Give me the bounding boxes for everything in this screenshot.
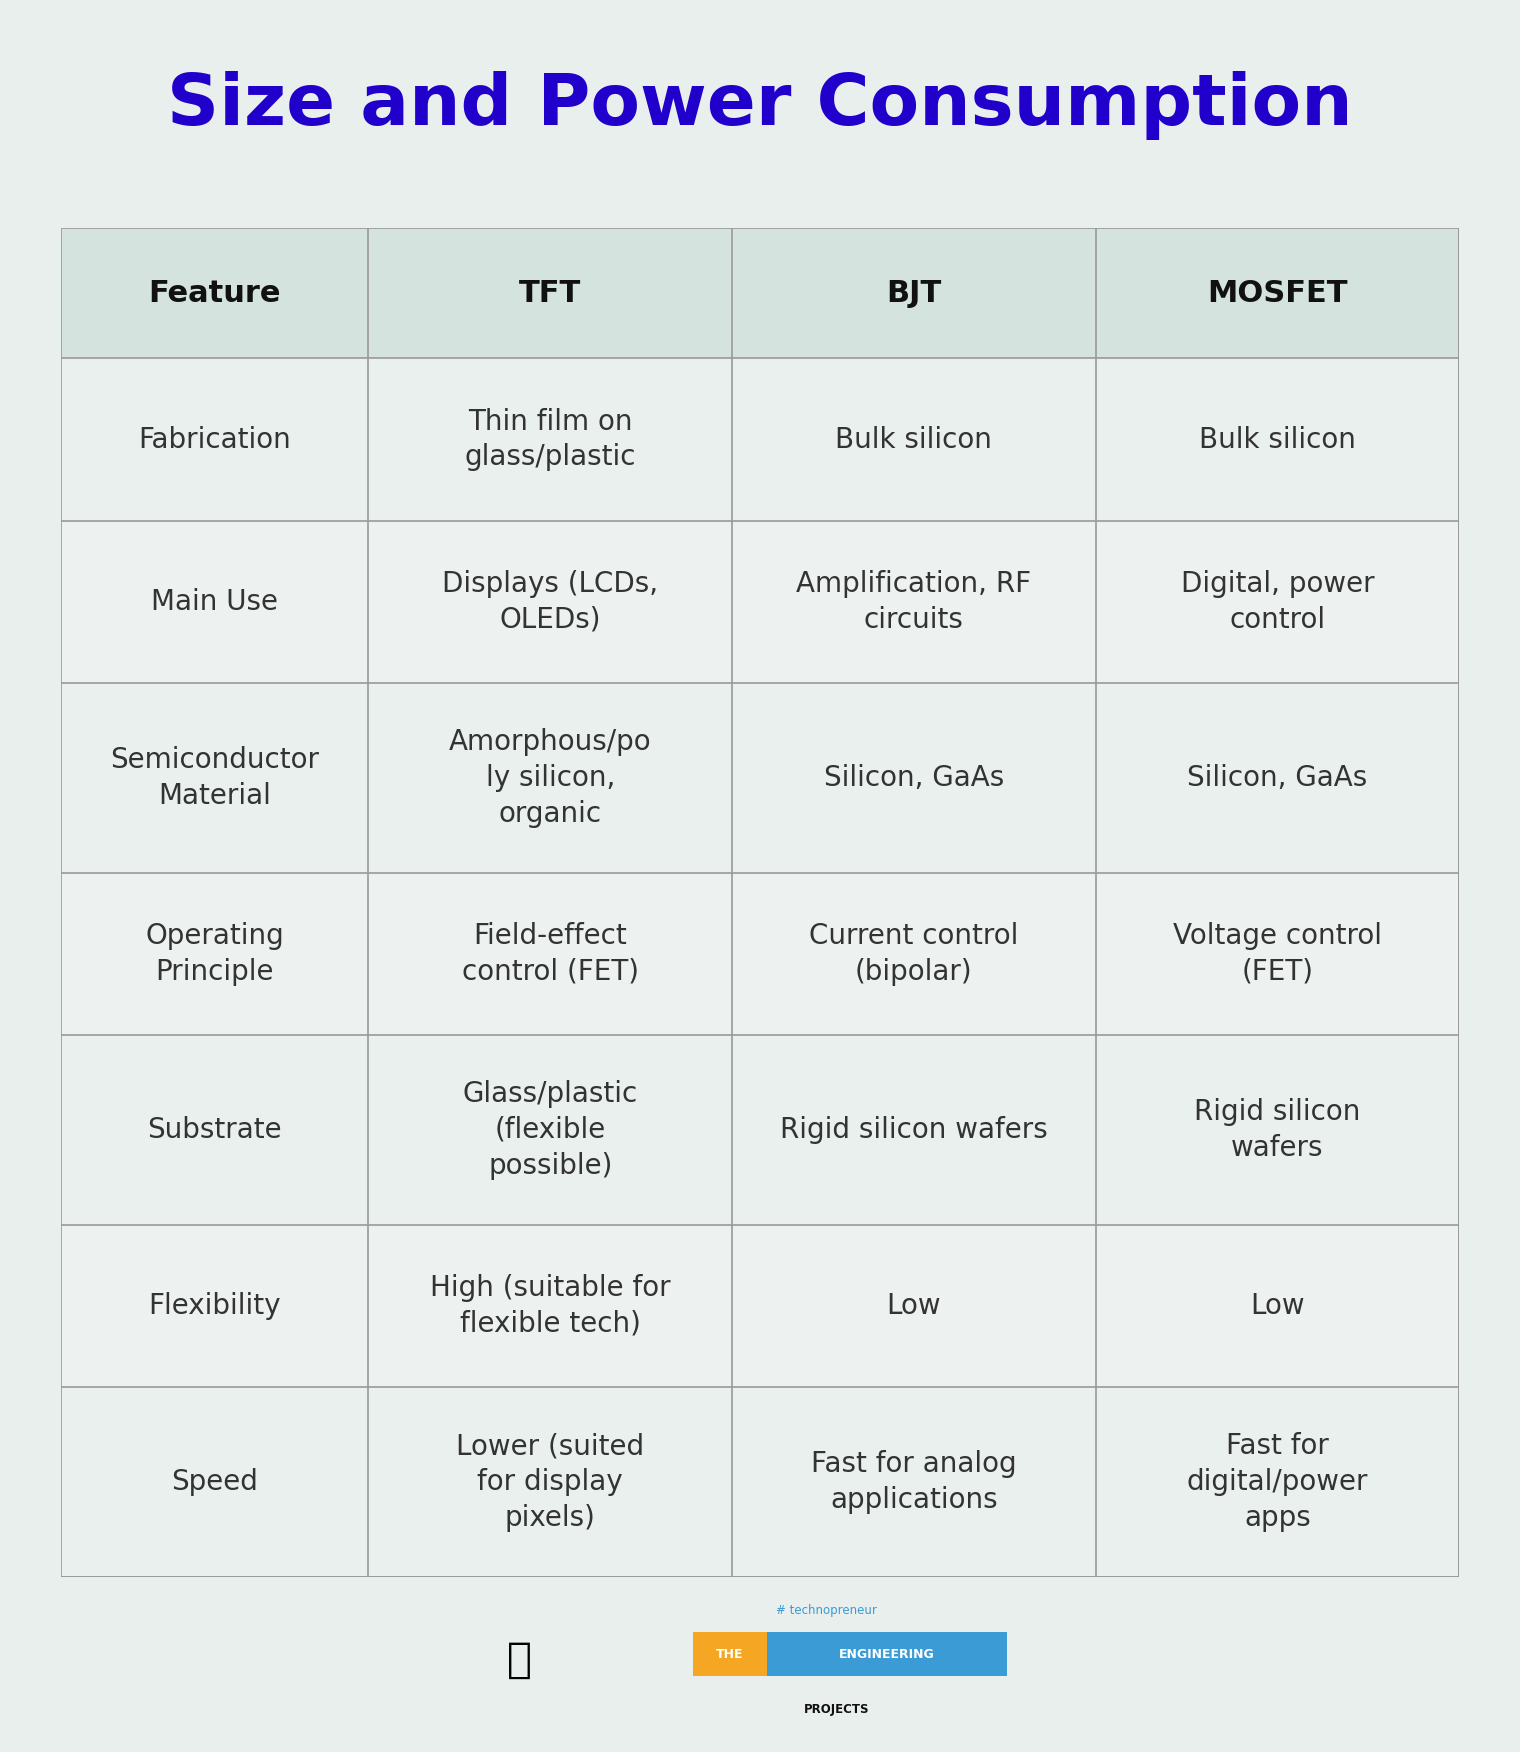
Text: TFT: TFT [520,279,581,308]
Text: High (suitable for
flexible tech): High (suitable for flexible tech) [430,1274,670,1339]
Bar [61,1388,368,1577]
Bar [368,1225,733,1388]
Text: Fast for analog
applications: Fast for analog applications [812,1451,1017,1514]
Bar [733,228,1096,359]
Text: Flexibility: Flexibility [149,1291,281,1319]
Bar [766,1633,1008,1675]
Bar [733,683,1096,872]
Bar [693,1633,766,1675]
Text: Silicon, GaAs: Silicon, GaAs [824,764,1003,792]
Bar [368,683,733,872]
Text: Silicon, GaAs: Silicon, GaAs [1187,764,1368,792]
Bar [1096,228,1459,359]
Bar [368,520,733,683]
Bar [1096,359,1459,520]
Bar [733,359,1096,520]
Text: Bulk silicon: Bulk silicon [1199,426,1356,454]
Bar [61,1035,368,1225]
Text: Rigid silicon wafers: Rigid silicon wafers [780,1116,1047,1144]
Bar [1096,872,1459,1035]
Bar [733,1035,1096,1225]
Text: Feature: Feature [149,279,281,308]
Bar [1096,1225,1459,1388]
Bar [61,872,368,1035]
Text: Displays (LCDs,
OLEDs): Displays (LCDs, OLEDs) [442,569,658,634]
Text: Thin film on
glass/plastic: Thin film on glass/plastic [465,408,635,471]
Text: Amplification, RF
circuits: Amplification, RF circuits [796,569,1032,634]
Bar [733,1225,1096,1388]
Text: BJT: BJT [886,279,941,308]
Bar [733,1388,1096,1577]
Bar [61,228,368,359]
Bar [61,683,368,872]
Bar [61,520,368,683]
Text: Semiconductor
Material: Semiconductor Material [109,746,319,809]
Text: Fast for
digital/power
apps: Fast for digital/power apps [1187,1431,1368,1531]
Bar [368,359,733,520]
Text: Substrate: Substrate [147,1116,281,1144]
Bar [733,520,1096,683]
Text: Operating
Principle: Operating Principle [146,922,284,986]
Text: Lower (suited
for display
pixels): Lower (suited for display pixels) [456,1431,644,1531]
Text: Main Use: Main Use [150,589,278,615]
Bar [1096,683,1459,872]
Text: Low: Low [886,1291,941,1319]
Text: Amorphous/po
ly silicon,
organic: Amorphous/po ly silicon, organic [448,729,652,827]
Bar [368,1035,733,1225]
Bar [1096,1035,1459,1225]
Text: Speed: Speed [172,1468,258,1496]
Bar [733,872,1096,1035]
Text: Rigid silicon
wafers: Rigid silicon wafers [1195,1099,1360,1162]
Text: # technopreneur: # technopreneur [777,1603,877,1617]
Bar [368,1388,733,1577]
Text: MOSFET: MOSFET [1207,279,1348,308]
Text: Bulk silicon: Bulk silicon [836,426,993,454]
Bar [1096,1388,1459,1577]
Bar [368,872,733,1035]
Text: Digital, power
control: Digital, power control [1181,569,1374,634]
Text: PROJECTS: PROJECTS [804,1703,869,1717]
Bar [368,228,733,359]
Text: Voltage control
(FET): Voltage control (FET) [1173,922,1382,986]
Bar [1096,520,1459,683]
Bar [61,1225,368,1388]
Text: ENGINEERING: ENGINEERING [839,1647,935,1661]
Text: Glass/plastic
(flexible
possible): Glass/plastic (flexible possible) [462,1081,638,1179]
Text: 🤖: 🤖 [506,1640,532,1680]
Text: THE: THE [716,1647,743,1661]
Text: Current control
(bipolar): Current control (bipolar) [809,922,1018,986]
Text: Low: Low [1249,1291,1304,1319]
Text: Size and Power Consumption: Size and Power Consumption [167,70,1353,140]
Text: Field-effect
control (FET): Field-effect control (FET) [462,922,638,986]
Text: Fabrication: Fabrication [138,426,290,454]
Bar [61,359,368,520]
